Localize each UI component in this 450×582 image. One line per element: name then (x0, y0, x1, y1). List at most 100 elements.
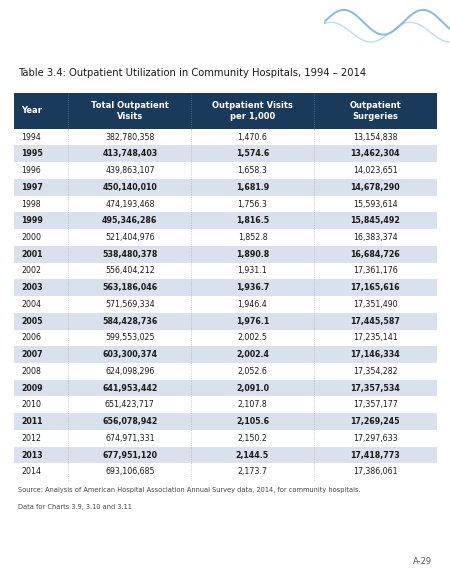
Text: 2009: 2009 (21, 384, 43, 393)
Text: 14,023,651: 14,023,651 (353, 166, 397, 175)
Text: 556,404,212: 556,404,212 (105, 267, 155, 275)
Text: 1,681.9: 1,681.9 (236, 183, 269, 192)
Text: 1,816.5: 1,816.5 (236, 217, 269, 225)
Bar (14, 212, 436, 229)
Bar (14, 313, 436, 329)
Text: 17,418,773: 17,418,773 (350, 450, 400, 460)
Text: 17,297,633: 17,297,633 (353, 434, 397, 443)
Bar (68, 93, 191, 129)
Text: 13,462,304: 13,462,304 (351, 150, 400, 158)
Text: 1,931.1: 1,931.1 (238, 267, 267, 275)
Text: 13,154,838: 13,154,838 (353, 133, 397, 141)
Text: 2,144.5: 2,144.5 (236, 450, 269, 460)
Text: Outpatient
Surgeries: Outpatient Surgeries (349, 101, 401, 121)
Text: 17,445,587: 17,445,587 (350, 317, 400, 326)
Text: 1,658.3: 1,658.3 (238, 166, 267, 175)
Text: 2004: 2004 (21, 300, 41, 309)
Text: 693,106,685: 693,106,685 (105, 467, 155, 476)
Text: 1,976.1: 1,976.1 (236, 317, 269, 326)
Text: 495,346,286: 495,346,286 (102, 217, 158, 225)
Text: 571,569,334: 571,569,334 (105, 300, 155, 309)
Text: 2012: 2012 (21, 434, 41, 443)
Text: 15,845,492: 15,845,492 (350, 217, 400, 225)
Text: 15,593,614: 15,593,614 (353, 200, 397, 208)
Text: 17,235,141: 17,235,141 (353, 333, 397, 342)
Text: Data for Charts 3.9, 3.10 and 3.11: Data for Charts 3.9, 3.10 and 3.11 (18, 504, 132, 510)
Text: 1,936.7: 1,936.7 (236, 283, 269, 292)
Text: 17,354,282: 17,354,282 (353, 367, 397, 376)
Bar (14, 446, 436, 463)
Text: 16,383,374: 16,383,374 (353, 233, 397, 242)
Text: 17,165,616: 17,165,616 (351, 283, 400, 292)
Bar (14, 379, 436, 396)
Bar (14, 129, 436, 146)
Text: 1,470.6: 1,470.6 (238, 133, 267, 141)
Text: 641,953,442: 641,953,442 (102, 384, 158, 393)
Text: 1,946.4: 1,946.4 (238, 300, 267, 309)
Bar (14, 463, 436, 480)
Text: TRENDWATCH CHARTBOOK 2016: TRENDWATCH CHARTBOOK 2016 (13, 12, 166, 22)
Text: 2001: 2001 (21, 250, 43, 259)
Text: 14,678,290: 14,678,290 (351, 183, 400, 192)
Text: 474,193,468: 474,193,468 (105, 200, 155, 208)
Text: 656,078,942: 656,078,942 (102, 417, 158, 426)
Text: A-29: A-29 (413, 557, 432, 566)
Text: Source: Analysis of American Hospital Association Annual Survey data, 2014, for : Source: Analysis of American Hospital As… (18, 488, 360, 494)
Text: 1,852.8: 1,852.8 (238, 233, 267, 242)
Text: 17,357,177: 17,357,177 (353, 400, 397, 409)
Text: 2008: 2008 (21, 367, 41, 376)
Text: 624,098,296: 624,098,296 (105, 367, 154, 376)
Text: 2002: 2002 (21, 267, 41, 275)
Text: 599,553,025: 599,553,025 (105, 333, 155, 342)
Text: 2,150.2: 2,150.2 (238, 434, 267, 443)
Text: 2013: 2013 (21, 450, 43, 460)
Text: 1997: 1997 (21, 183, 43, 192)
Text: 1,574.6: 1,574.6 (236, 150, 269, 158)
Bar (14, 296, 436, 313)
Text: 2000: 2000 (21, 233, 41, 242)
Bar (14, 146, 436, 162)
Text: Total Outpatient
Visits: Total Outpatient Visits (91, 101, 169, 121)
Bar (14, 396, 436, 413)
Bar (14, 196, 436, 212)
Text: 2007: 2007 (21, 350, 43, 359)
Text: 450,140,010: 450,140,010 (103, 183, 157, 192)
Text: 2,002.5: 2,002.5 (238, 333, 267, 342)
Text: 538,480,378: 538,480,378 (102, 250, 158, 259)
Text: 1,756.3: 1,756.3 (238, 200, 267, 208)
Bar (14, 262, 436, 279)
Bar (14, 346, 436, 363)
Bar (14, 246, 436, 262)
Text: 677,951,120: 677,951,120 (102, 450, 158, 460)
Text: 16,684,726: 16,684,726 (350, 250, 400, 259)
Text: Table 3.4: Outpatient Utilization in Community Hospitals, 1994 – 2014: Table 3.4: Outpatient Utilization in Com… (18, 68, 366, 78)
Text: 17,357,534: 17,357,534 (350, 384, 400, 393)
Bar (14, 363, 436, 379)
Text: 603,300,374: 603,300,374 (102, 350, 158, 359)
Text: 2006: 2006 (21, 333, 41, 342)
Text: 563,186,046: 563,186,046 (102, 283, 158, 292)
Text: 17,146,334: 17,146,334 (350, 350, 400, 359)
Text: 2,107.8: 2,107.8 (238, 400, 267, 409)
Text: 2,002.4: 2,002.4 (236, 350, 269, 359)
Bar (14, 413, 436, 430)
Text: 584,428,736: 584,428,736 (102, 317, 158, 326)
Text: 1,890.8: 1,890.8 (236, 250, 269, 259)
Bar (191, 93, 314, 129)
Text: 674,971,331: 674,971,331 (105, 434, 155, 443)
Text: 1999: 1999 (21, 217, 43, 225)
Text: 2,173.7: 2,173.7 (238, 467, 267, 476)
Text: 2005: 2005 (21, 317, 43, 326)
Text: 1995: 1995 (21, 150, 43, 158)
Text: 413,748,403: 413,748,403 (102, 150, 158, 158)
Bar (14, 93, 68, 129)
Text: 17,351,490: 17,351,490 (353, 300, 397, 309)
Text: 382,780,358: 382,780,358 (105, 133, 154, 141)
Text: 521,404,976: 521,404,976 (105, 233, 155, 242)
Bar (14, 179, 436, 196)
Text: 439,863,107: 439,863,107 (105, 166, 155, 175)
Text: 2,105.6: 2,105.6 (236, 417, 269, 426)
Text: 17,269,245: 17,269,245 (351, 417, 400, 426)
Text: Supplementary Data Tables, Utilization and Volume: Supplementary Data Tables, Utilization a… (13, 31, 198, 38)
Text: 2,052.6: 2,052.6 (238, 367, 267, 376)
